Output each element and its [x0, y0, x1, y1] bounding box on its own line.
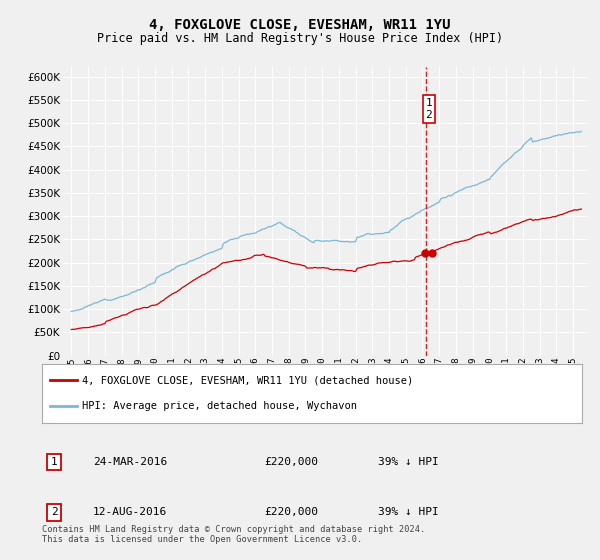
Text: 12-AUG-2016: 12-AUG-2016 [93, 507, 167, 517]
Text: Contains HM Land Registry data © Crown copyright and database right 2024.
This d: Contains HM Land Registry data © Crown c… [42, 525, 425, 544]
Text: 1: 1 [50, 457, 58, 467]
Text: 2: 2 [50, 507, 58, 517]
Text: HPI: Average price, detached house, Wychavon: HPI: Average price, detached house, Wych… [83, 402, 358, 412]
Text: 4, FOXGLOVE CLOSE, EVESHAM, WR11 1YU: 4, FOXGLOVE CLOSE, EVESHAM, WR11 1YU [149, 18, 451, 32]
Text: 39% ↓ HPI: 39% ↓ HPI [378, 507, 439, 517]
Text: Price paid vs. HM Land Registry's House Price Index (HPI): Price paid vs. HM Land Registry's House … [97, 31, 503, 45]
Text: 24-MAR-2016: 24-MAR-2016 [93, 457, 167, 467]
Text: 39% ↓ HPI: 39% ↓ HPI [378, 457, 439, 467]
Text: £220,000: £220,000 [264, 457, 318, 467]
Text: 4, FOXGLOVE CLOSE, EVESHAM, WR11 1YU (detached house): 4, FOXGLOVE CLOSE, EVESHAM, WR11 1YU (de… [83, 375, 414, 385]
Text: 1
2: 1 2 [425, 98, 432, 120]
Text: £220,000: £220,000 [264, 507, 318, 517]
